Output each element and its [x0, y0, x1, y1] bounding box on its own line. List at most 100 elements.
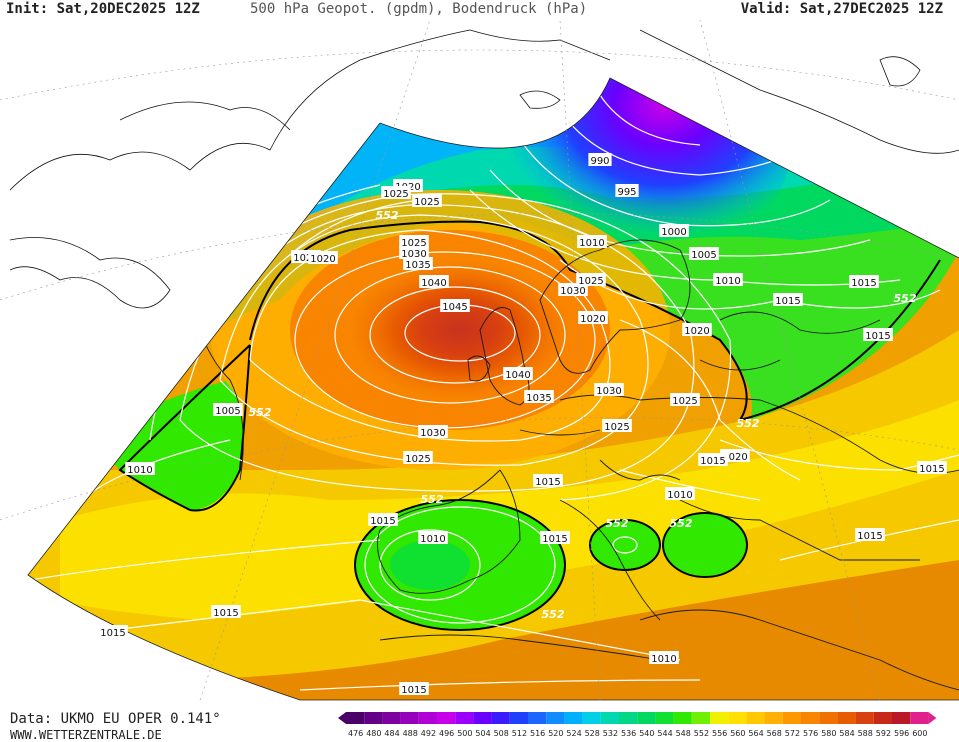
legend-tick-label: 600 — [912, 729, 927, 738]
isobar-label-box — [211, 605, 241, 618]
isobar-label: 1015 — [213, 608, 238, 619]
legend-tick-label: 580 — [821, 729, 836, 738]
isobar-label-box — [849, 275, 879, 288]
legend-tick-label: 532 — [603, 729, 618, 738]
legend-swatch — [382, 712, 401, 724]
legend-tick-label: 544 — [657, 729, 672, 738]
isobar-label-box — [659, 224, 689, 237]
legend-tick-label: 528 — [585, 729, 600, 738]
isobar-label: 1020 — [580, 314, 605, 325]
isobar-label: 1030 — [560, 286, 585, 297]
legend-tick-label: 492 — [421, 729, 436, 738]
legend-swatch — [546, 712, 565, 724]
isobar-label: 1015 — [775, 296, 800, 307]
isobar-label: 1025 — [604, 422, 629, 433]
valid-time: Valid: Sat,27DEC2025 12Z — [740, 1, 943, 17]
isobar-label: 1020 — [684, 326, 709, 337]
isobar-label-box — [524, 390, 554, 403]
isobar-label-box — [615, 184, 639, 197]
isobar-label: 1025 — [405, 454, 430, 465]
isobar-label-box — [576, 273, 606, 286]
legend-swatch — [910, 712, 929, 724]
legend-swatch — [528, 712, 547, 724]
legend-swatch — [582, 712, 601, 724]
legend-tick-label: 480 — [366, 729, 381, 738]
isobar-label: 1015 — [851, 278, 876, 289]
website-credit: WWW.WETTERZENTRALE.DE — [10, 728, 162, 742]
legend-tick-label: 572 — [785, 729, 800, 738]
isobar-label-box — [399, 682, 429, 695]
isobar-label-box — [588, 153, 612, 166]
isobar-label-box — [602, 419, 632, 432]
isobar-label-box — [419, 275, 449, 288]
isobar-label: 1015 — [865, 331, 890, 342]
isobar-label: 1025 — [578, 276, 603, 287]
legend-tick-label: 564 — [748, 729, 763, 738]
legend-swatch — [728, 712, 747, 724]
isobar-label-box — [540, 531, 570, 544]
legend-tick-label: 576 — [803, 729, 818, 738]
isobar-label-box — [368, 513, 398, 526]
isobar-label-box — [403, 257, 433, 270]
geopotential-labels: 552 552 552 552 552 552 552 552 — [249, 209, 917, 621]
isobar-label-box — [125, 462, 155, 475]
isobar-label: 1005 — [215, 406, 240, 417]
legend-swatch — [637, 712, 656, 724]
legend-swatch — [346, 712, 365, 724]
legend-tick-label: 592 — [876, 729, 891, 738]
geopotential-label: 552 — [376, 209, 399, 222]
data-source: Data: UKMO EU OPER 0.141° — [10, 711, 221, 727]
isobar-label: 1015 — [700, 456, 725, 467]
legend-tick-label: 524 — [566, 729, 581, 738]
isobar-label: 1030 — [401, 249, 426, 260]
geopotential-label: 552 — [542, 608, 565, 621]
isobar-label-box — [670, 393, 700, 406]
legend-swatch — [764, 712, 783, 724]
legend-swatch — [691, 712, 710, 724]
legend-tick-label: 556 — [712, 729, 727, 738]
isobar-label: 1000 — [661, 227, 686, 238]
legend-swatch — [600, 712, 619, 724]
geopotential-label: 552 — [670, 517, 693, 530]
legend-tick-label: 560 — [730, 729, 745, 738]
legend-swatch — [564, 712, 583, 724]
isobar-label: 1010 — [127, 465, 152, 476]
isobar-label: 1020 — [722, 452, 747, 463]
legend-left-arrow — [338, 712, 346, 724]
isobar-label-box — [418, 425, 448, 438]
isobar-label-box — [558, 283, 588, 296]
isobar-label-box — [577, 235, 607, 248]
legend-swatch — [782, 712, 801, 724]
isobar-label: 1015 — [857, 531, 882, 542]
legend-tick-label: 512 — [512, 729, 527, 738]
legend-swatch — [364, 712, 383, 724]
isobar-label: 1015 — [542, 534, 567, 545]
isobar-label-box — [665, 487, 695, 500]
isobar-label-box — [399, 246, 429, 259]
isobar-label: 1025 — [383, 189, 408, 200]
isobar-label: 1015 — [919, 464, 944, 475]
isobar-label-box — [308, 251, 338, 264]
isobar-label-box — [713, 273, 743, 286]
isobar-label-box — [594, 383, 624, 396]
graticule — [0, 20, 959, 701]
isobar-label-box — [863, 328, 893, 341]
isobar-label: 1040 — [421, 278, 446, 289]
isobar-label: 1045 — [442, 302, 467, 313]
isobar-label-box — [403, 451, 433, 464]
legend-swatch — [400, 712, 419, 724]
legend-swatch — [837, 712, 856, 724]
legend-swatch — [801, 712, 820, 724]
isobar-label: 1025 — [414, 197, 439, 208]
isobar-label: 1040 — [505, 370, 530, 381]
legend-swatch — [673, 712, 692, 724]
legend-swatch — [437, 712, 456, 724]
legend-swatch — [455, 712, 474, 724]
legend-swatch — [892, 712, 911, 724]
legend-swatch — [873, 712, 892, 724]
legend-tick-label: 548 — [676, 729, 691, 738]
legend-swatch — [819, 712, 838, 724]
map-domain — [28, 78, 959, 700]
legend-tick-label: 520 — [548, 729, 563, 738]
isobar-label: 1025 — [672, 396, 697, 407]
